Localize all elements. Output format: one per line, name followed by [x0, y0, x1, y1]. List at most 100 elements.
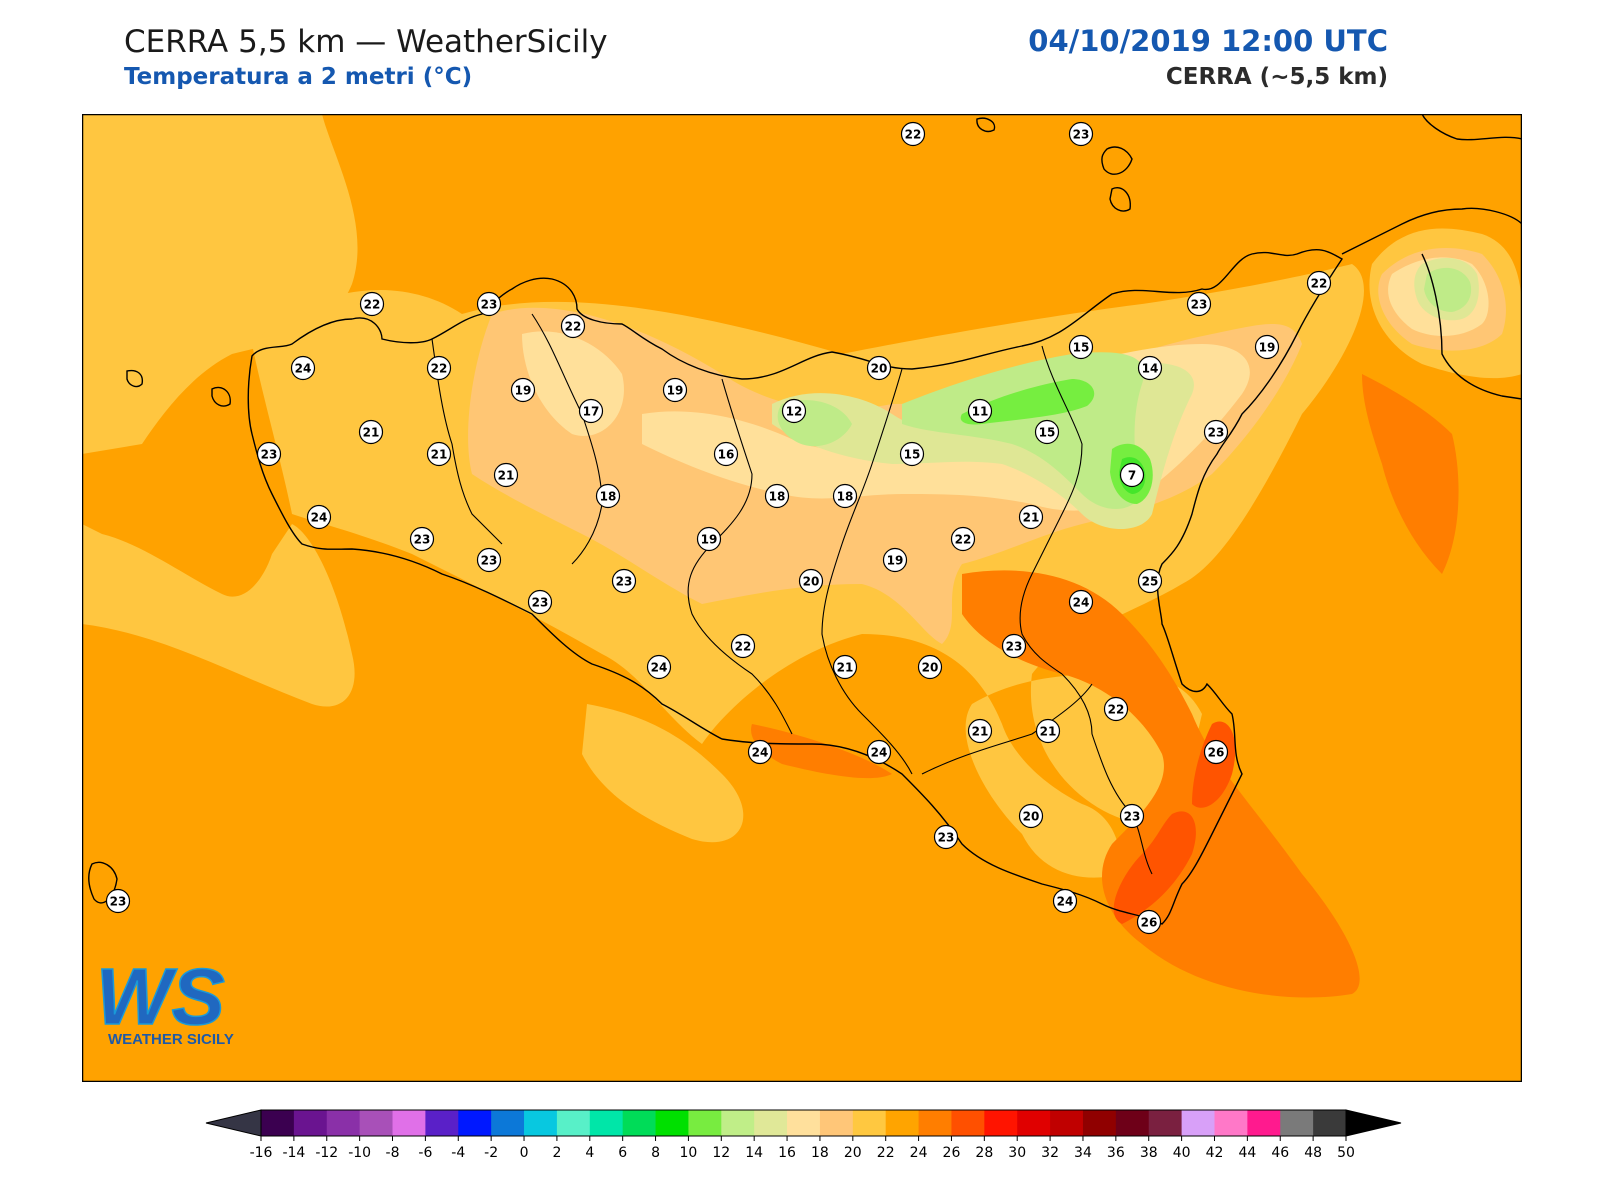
colorbar-tick-label: 16: [778, 1145, 796, 1161]
colorbar-tick-label: 40: [1173, 1145, 1191, 1161]
station-value: 18: [600, 489, 617, 503]
station-circle: [595, 483, 621, 509]
colorbar-swatch: [261, 1110, 295, 1136]
station-marker: 22: [950, 526, 976, 552]
station-marker: 24: [1068, 589, 1094, 615]
colorbar-swatch: [392, 1110, 426, 1136]
field-26-28: [1113, 721, 1236, 924]
station-circle: [900, 121, 926, 147]
station-circle: [1103, 696, 1129, 722]
colorbar-swatch: [1280, 1110, 1314, 1136]
station-marker: 23: [1203, 419, 1229, 445]
station-marker: 18: [832, 483, 858, 509]
colorbar-tick-label: -12: [315, 1145, 338, 1161]
station-marker: 24: [290, 355, 316, 381]
station-circle: [764, 483, 790, 509]
colorbar-swatch: [787, 1110, 821, 1136]
colorbar-frame: [260, 1109, 1347, 1137]
colorbar-swatch: [852, 1110, 887, 1136]
colorbar-tick-label: 34: [1074, 1145, 1092, 1161]
station-marker: 23: [105, 888, 131, 914]
colorbar-swatch: [984, 1110, 1018, 1136]
station-marker: 22: [1103, 696, 1129, 722]
map-title: CERRA 5,5 km — WeatherSicily: [124, 24, 608, 60]
map-subtitle: Temperatura a 2 metri (°C): [124, 64, 473, 90]
station-circle: [409, 526, 435, 552]
station-value: 21: [431, 447, 448, 461]
station-value: 23: [481, 297, 498, 311]
station-marker: 23: [1068, 121, 1094, 147]
station-marker: 12: [781, 398, 807, 424]
station-value: 21: [1040, 724, 1057, 738]
station-marker: 24: [306, 504, 332, 530]
station-marker: 15: [899, 441, 925, 467]
station-value: 23: [414, 532, 431, 546]
coastlines: [88, 114, 1522, 925]
colorbar-swatch: [655, 1110, 689, 1136]
station-value: 7: [1128, 468, 1136, 482]
colorbar-tick-label: 28: [975, 1145, 993, 1161]
station-circle: [696, 526, 722, 552]
station-value: 21: [498, 468, 515, 482]
station-marker: 14: [1137, 355, 1163, 381]
colorbar-tick-label: 18: [811, 1145, 829, 1161]
station-marker: 21: [493, 462, 519, 488]
colorbar-swatch: [1148, 1110, 1183, 1136]
station-marker: 24: [747, 739, 773, 765]
station-circle: [899, 441, 925, 467]
colorbar-tick-label: 42: [1206, 1145, 1224, 1161]
colorbar-tick-label: 8: [651, 1145, 660, 1161]
colorbar-swatch: [1082, 1110, 1117, 1136]
station-circle: [1136, 909, 1162, 935]
colorbar-tick-label: -2: [484, 1145, 498, 1161]
sicily-coast: [247, 249, 1344, 925]
station-value: 23: [532, 595, 549, 609]
station-circle: [1018, 504, 1044, 530]
colorbar-swatch: [1017, 1110, 1051, 1136]
colorbar-tick-label: -6: [418, 1145, 432, 1161]
station-marker: 23: [1001, 633, 1027, 659]
station-circle: [882, 547, 908, 573]
station-value: 17: [583, 404, 600, 418]
station-circle: [917, 654, 943, 680]
station-circle: [1035, 718, 1061, 744]
valid-time: 04/10/2019 12:00 UTC: [1028, 24, 1388, 58]
station-circle: [256, 441, 282, 467]
colorbar-swatch: [885, 1110, 920, 1136]
station-value: 26: [1208, 745, 1225, 759]
station-value: 21: [972, 724, 989, 738]
station-value: 23: [1124, 809, 1141, 823]
station-labels: 22 23 22 23 22 23 22 24 22 19 17 19 20 15 14 19 21 21 12 11…: [105, 121, 1332, 935]
station-value: 21: [363, 425, 380, 439]
province-boundaries: [431, 313, 1153, 875]
station-value: 20: [871, 361, 888, 375]
station-marker: 22: [560, 313, 586, 339]
station-circle: [1203, 739, 1229, 765]
station-circle: [967, 398, 993, 424]
station-value: 22: [1311, 276, 1328, 290]
colorbar-tick-label: 38: [1140, 1145, 1158, 1161]
station-value: 23: [1208, 425, 1225, 439]
station-marker: 18: [595, 483, 621, 509]
station-value: 24: [871, 745, 888, 759]
station-circle: [967, 718, 993, 744]
colorbar-tick-label: 20: [844, 1145, 862, 1161]
station-value: 12: [786, 404, 803, 418]
station-marker: 22: [900, 121, 926, 147]
colorbar-tick-label: 14: [745, 1145, 763, 1161]
station-circle: [1137, 355, 1163, 381]
station-circle: [1018, 803, 1044, 829]
colorbar-tick-label: -4: [451, 1145, 465, 1161]
station-value: 21: [837, 660, 854, 674]
station-circle: [578, 398, 604, 424]
station-circle: [832, 654, 858, 680]
station-marker: 21: [967, 718, 993, 744]
colorbar-swatch: [721, 1110, 755, 1136]
colorbar-tick-label: 48: [1304, 1145, 1322, 1161]
colorbar-tick-label: 24: [910, 1145, 928, 1161]
station-circle: [662, 377, 688, 403]
station-marker: 21: [426, 441, 452, 467]
calabria-coast: [1341, 207, 1522, 400]
station-value: 23: [1191, 297, 1208, 311]
station-marker: 21: [832, 654, 858, 680]
